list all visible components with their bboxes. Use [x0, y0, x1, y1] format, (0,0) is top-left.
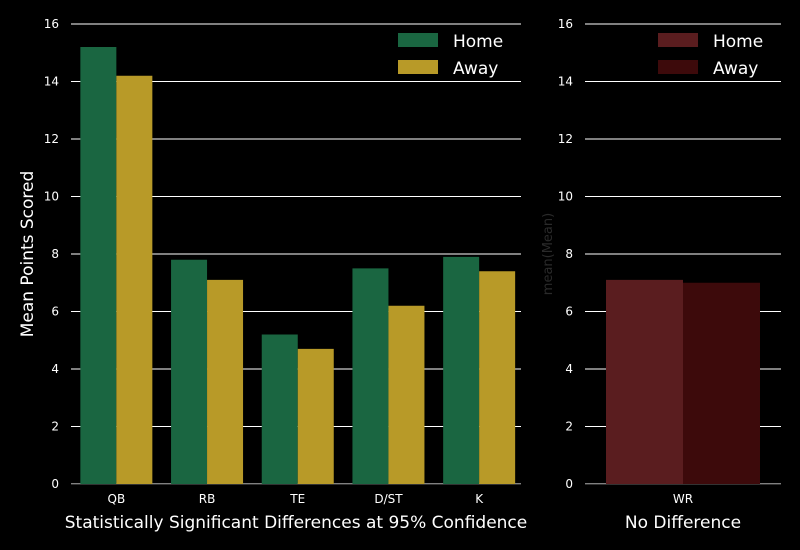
y-tick-label: 16 [558, 17, 573, 31]
bar-home-dst [352, 268, 389, 484]
y-tick-label: 14 [558, 75, 573, 89]
bar-home-te [261, 334, 298, 484]
y-tick-label: 14 [44, 75, 59, 89]
y-tick-label: 0 [565, 477, 573, 491]
y-tick-label: 4 [51, 362, 59, 376]
y-axis-label: Mean Points Scored [18, 171, 38, 338]
y-axis-label: mean(Mean) [541, 213, 556, 295]
y-tick-label: 8 [51, 247, 59, 261]
bar-away-qb [116, 75, 153, 484]
legend-swatch-home [398, 33, 438, 47]
y-tick-label: 4 [565, 362, 573, 376]
bar-away-rb [207, 279, 244, 484]
y-tick-label: 6 [565, 305, 573, 319]
y-tick-label: 2 [565, 420, 573, 434]
legend-label-away: Away [453, 59, 498, 79]
legend-label-away: Away [713, 59, 758, 79]
x-axis-label: Statistically Significant Differences at… [65, 513, 527, 533]
bar-away-wr [683, 282, 760, 484]
x-tick-label: WR [673, 492, 693, 506]
bar-home-k [443, 256, 480, 484]
x-tick-label: RB [199, 492, 216, 506]
y-tick-label: 16 [44, 17, 59, 31]
legend-swatch-away [398, 60, 438, 74]
legend-label-home: Home [713, 32, 763, 52]
y-tick-label: 12 [558, 132, 573, 146]
legend-label-home: Home [453, 32, 503, 52]
x-axis-label: No Difference [625, 513, 741, 533]
bar-home-wr [606, 279, 683, 484]
panel-significant-differences: 0 2 4 6 8 10 12 14 16 QB RB TE D/ST K Statistically Si… [18, 17, 527, 533]
x-tick-label: K [475, 492, 484, 506]
bar-home-rb [171, 259, 208, 484]
legend-swatch-away [658, 60, 698, 74]
x-tick-label: D/ST [374, 492, 403, 506]
x-tick-label: QB [108, 492, 126, 506]
y-tick-label: 2 [51, 420, 59, 434]
bar-away-dst [388, 305, 425, 484]
bar-away-k [479, 271, 516, 484]
panel-no-difference: 0 2 4 6 8 10 12 14 16 WR No Difference mean(Mean) Ho… [541, 17, 781, 533]
bar-away-te [297, 348, 334, 484]
legend-swatch-home [658, 33, 698, 47]
y-tick-label: 10 [44, 190, 59, 204]
y-tick-label: 0 [51, 477, 59, 491]
y-tick-label: 10 [558, 190, 573, 204]
y-tick-label: 8 [565, 247, 573, 261]
bar-home-qb [80, 47, 117, 484]
y-tick-label: 12 [44, 132, 59, 146]
x-tick-label: TE [289, 492, 305, 506]
y-tick-label: 6 [51, 305, 59, 319]
